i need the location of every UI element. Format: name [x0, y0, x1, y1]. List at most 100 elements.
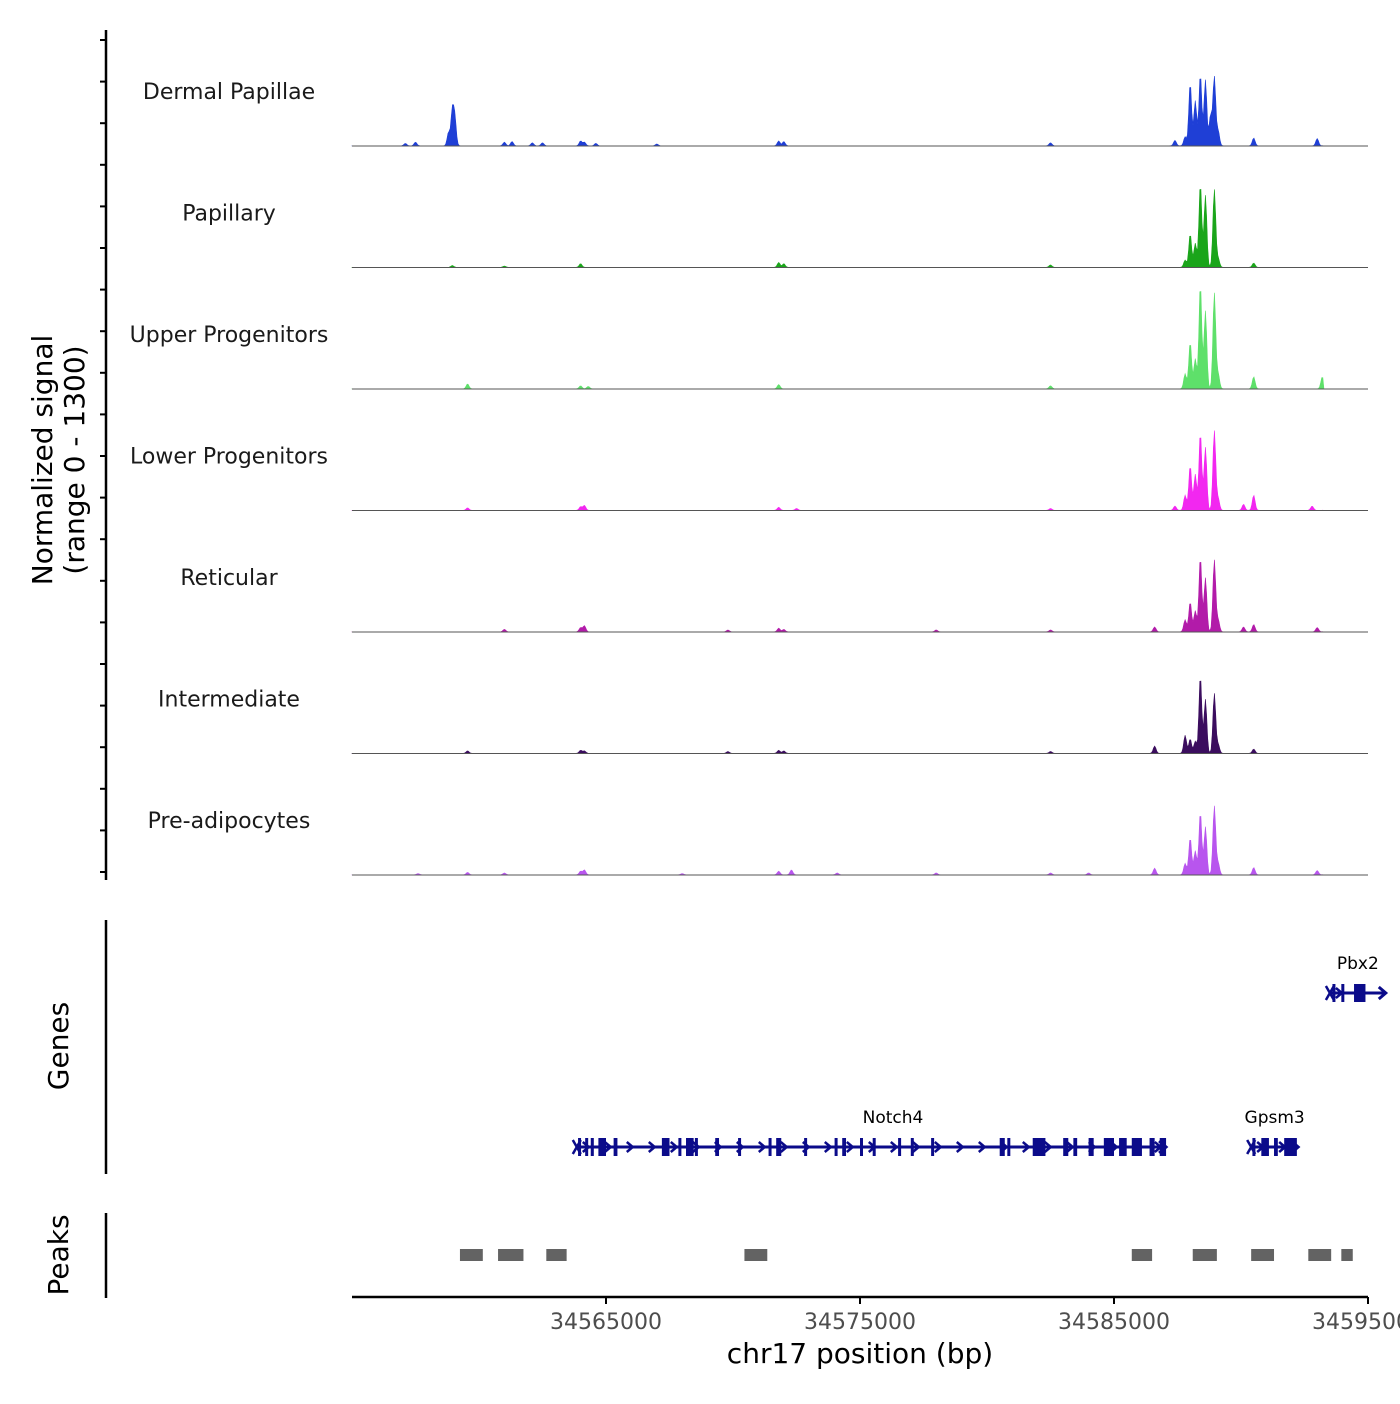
- peak-region: [1131, 1249, 1153, 1261]
- exon: [898, 1138, 902, 1156]
- signal-area: [351, 291, 1368, 390]
- track-label: Dermal Papillae: [143, 80, 315, 105]
- exon: [842, 1138, 847, 1156]
- exon: [1063, 1138, 1069, 1156]
- genes-track-title: Genes: [42, 1002, 75, 1090]
- exon: [1284, 1138, 1297, 1156]
- exon: [910, 1138, 914, 1156]
- peaks-track-title: Peaks: [42, 1214, 75, 1295]
- peak-region: [1341, 1249, 1353, 1261]
- peak-region: [459, 1249, 483, 1261]
- x-tick-label: 34595000: [1312, 1310, 1400, 1335]
- track-papillary: Papillary: [182, 189, 1368, 268]
- track-label: Upper Progenitors: [130, 323, 329, 348]
- exon: [1159, 1138, 1167, 1156]
- exon: [1261, 1138, 1269, 1156]
- strand-arrow: [625, 1141, 635, 1153]
- exon: [1007, 1138, 1011, 1156]
- exon: [694, 1138, 698, 1156]
- exon: [834, 1138, 838, 1156]
- peak-track: [459, 1249, 1353, 1261]
- strand-arrow: [955, 1141, 965, 1153]
- exon: [931, 1138, 935, 1156]
- track-label: Papillary: [182, 202, 276, 227]
- signal-area: [351, 680, 1368, 754]
- strand-arrow: [1021, 1141, 1031, 1153]
- peak-region: [1308, 1249, 1332, 1261]
- gene-label: Pbx2: [1337, 954, 1379, 974]
- peak-region: [1192, 1249, 1217, 1261]
- strand-arrow: [647, 1141, 657, 1153]
- exon: [1119, 1138, 1127, 1156]
- signal-area: [351, 559, 1368, 633]
- exon: [768, 1138, 772, 1156]
- exon: [590, 1138, 594, 1156]
- peak-region: [546, 1249, 567, 1261]
- gene-track: Pbx2 Notch4 Gpsm3: [571, 954, 1389, 1156]
- exon: [1149, 1138, 1155, 1156]
- strand-arrow: [779, 1141, 789, 1153]
- strand-arrow: [581, 1141, 591, 1153]
- gene-label: Gpsm3: [1245, 1108, 1305, 1128]
- strand-arrow: [823, 1141, 833, 1153]
- x-tick-label: 34565000: [550, 1310, 662, 1335]
- track-upper-progenitors: Upper Progenitors: [130, 291, 1368, 390]
- signal-y-ticks: [100, 39, 106, 873]
- exon: [1274, 1138, 1278, 1156]
- track-label: Pre-adipocytes: [148, 809, 311, 834]
- strand-arrow: [757, 1141, 767, 1153]
- track-lower-progenitors: Lower Progenitors: [130, 430, 1368, 511]
- exon: [776, 1138, 782, 1156]
- gene-label: Notch4: [863, 1108, 924, 1128]
- track-label: Reticular: [180, 566, 278, 591]
- exon: [738, 1138, 742, 1156]
- strand-arrow: [889, 1141, 899, 1153]
- track-dermal-papillae: Dermal Papillae: [143, 76, 1368, 147]
- exon: [1252, 1138, 1256, 1156]
- exon: [1103, 1138, 1114, 1156]
- strand-arrow: [1065, 1141, 1075, 1153]
- exon: [1131, 1138, 1142, 1156]
- y-axis-title: Normalized signal: [26, 335, 59, 586]
- strand-arrow: [669, 1141, 679, 1153]
- signal-area: [351, 805, 1368, 876]
- track-label: Lower Progenitors: [130, 445, 328, 470]
- exon: [661, 1138, 670, 1156]
- x-tick-label: 34585000: [1058, 1310, 1170, 1335]
- signal-area: [351, 189, 1368, 268]
- strand-arrow: [845, 1141, 855, 1153]
- exon: [578, 1138, 582, 1156]
- peak-region: [1251, 1249, 1275, 1261]
- signal-tracks: Dermal Papillae Papillary Upper Progenitor…: [130, 76, 1368, 876]
- track-label: Intermediate: [158, 688, 300, 713]
- exon: [598, 1138, 606, 1156]
- exon: [1073, 1138, 1078, 1156]
- track-reticular: Reticular: [180, 559, 1368, 633]
- strand-arrow: [933, 1141, 943, 1153]
- strand-arrow: [691, 1141, 701, 1153]
- exon: [1341, 984, 1345, 1002]
- exon: [585, 1138, 589, 1156]
- exon: [613, 1138, 618, 1156]
- x-tick-label: 34575000: [804, 1310, 916, 1335]
- exon: [804, 1138, 808, 1156]
- gene-notch4: Notch4: [571, 1108, 1169, 1156]
- gene-gpsm3: Gpsm3: [1245, 1108, 1305, 1156]
- track-pre-adipocytes: Pre-adipocytes: [148, 805, 1368, 876]
- gene-pbx2: Pbx2: [1324, 954, 1389, 1002]
- strand-arrow: [977, 1141, 987, 1153]
- exon: [1332, 984, 1336, 1002]
- strand-arrow: [911, 1141, 921, 1153]
- exon: [715, 1138, 720, 1156]
- gene-end-arrow: [1377, 985, 1389, 1001]
- y-axis-range: (range 0 - 1300): [58, 345, 91, 574]
- peak-region: [498, 1249, 524, 1261]
- x-axis-title: chr17 position (bp): [727, 1337, 993, 1370]
- exon: [1088, 1138, 1094, 1156]
- exon: [1032, 1138, 1046, 1156]
- exon: [872, 1138, 876, 1156]
- x-axis-ticks: 34565000 34575000 34585000 34595000: [550, 1297, 1400, 1335]
- peak-region: [744, 1249, 768, 1261]
- exon: [1354, 984, 1366, 1002]
